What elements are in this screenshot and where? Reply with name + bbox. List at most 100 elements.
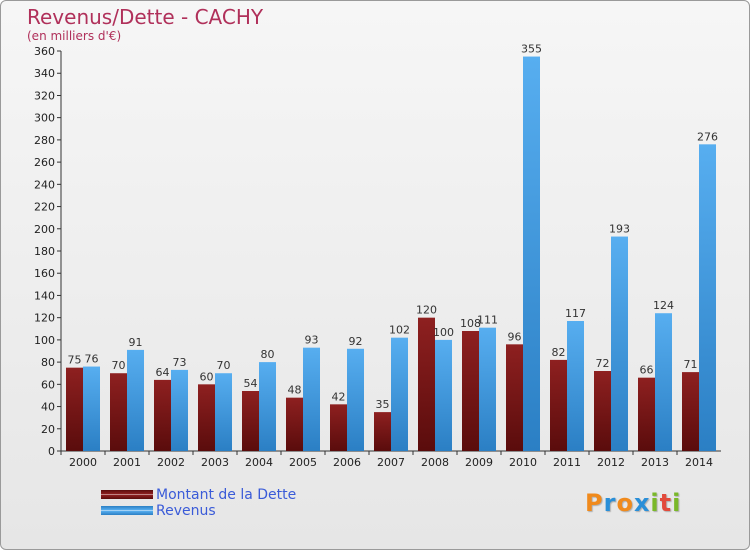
- bar-revenus: [435, 339, 452, 451]
- y-tick-label: 80: [41, 356, 55, 369]
- x-tick-label: 2001: [113, 456, 141, 469]
- bar-dette: [506, 344, 523, 451]
- bar-revenus: [259, 362, 276, 451]
- data-label: 75: [68, 354, 82, 367]
- bar-dette: [374, 412, 391, 451]
- bar-dette: [286, 397, 303, 451]
- data-label: 73: [173, 356, 187, 369]
- data-label: 82: [552, 346, 566, 359]
- bar-revenus: [171, 369, 188, 451]
- x-tick-label: 2005: [289, 456, 317, 469]
- data-label: 108: [460, 317, 481, 330]
- data-label: 48: [288, 384, 302, 397]
- data-label: 71: [684, 358, 698, 371]
- bars: [66, 56, 716, 452]
- x-tick-label: 2012: [597, 456, 625, 469]
- data-label: 54: [244, 377, 258, 390]
- data-label: 111: [477, 314, 498, 327]
- data-label: 66: [640, 364, 654, 377]
- data-label: 120: [416, 304, 437, 317]
- data-label: 42: [332, 390, 346, 403]
- bar-dette: [418, 317, 435, 451]
- x-tick-label: 2013: [641, 456, 669, 469]
- chart-title: Revenus/Dette - CACHY: [27, 5, 264, 29]
- bar-revenus: [479, 327, 496, 451]
- data-label: 76: [85, 353, 99, 366]
- bar-dette: [110, 373, 127, 451]
- bar-dette: [682, 372, 699, 451]
- x-tick-label: 2009: [465, 456, 493, 469]
- x-tick-label: 2008: [421, 456, 449, 469]
- data-label: 64: [156, 366, 170, 379]
- legend-label-revenus: Revenus: [156, 503, 216, 519]
- data-label: 70: [217, 359, 231, 372]
- bar-dette: [638, 377, 655, 451]
- data-label: 92: [349, 335, 363, 348]
- x-tick-label: 2003: [201, 456, 229, 469]
- axes: 0 20 40 60 80 100 120 140 160 180 200 220 240 260 280 3…: [34, 45, 721, 469]
- data-label: 72: [596, 357, 610, 370]
- x-tick-label: 2007: [377, 456, 405, 469]
- bar-revenus: [655, 313, 672, 451]
- data-label: 124: [653, 299, 674, 312]
- bar-dette: [154, 379, 171, 451]
- y-tick-label: 340: [34, 67, 55, 80]
- logo-letter: r: [603, 489, 617, 517]
- value-labels: 75 70 64 60 54 48 42 35 120 108 96 82 72 66 71 76 91 73 70…: [68, 43, 719, 412]
- data-label: 100: [433, 326, 454, 339]
- legend-swatch-dette: [101, 490, 153, 499]
- y-tick-label: 120: [34, 312, 55, 325]
- chart-subtitle: (en milliers d'€): [27, 29, 122, 43]
- y-tick-label: 200: [34, 223, 55, 236]
- y-tick-label: 260: [34, 156, 55, 169]
- bar-revenus: [83, 366, 100, 451]
- bar-dette: [550, 359, 567, 451]
- x-tick-label: 2006: [333, 456, 361, 469]
- bar-dette: [198, 384, 215, 451]
- data-label: 35: [376, 398, 390, 411]
- legend-swatch-revenus: [101, 506, 153, 515]
- bar-revenus: [127, 349, 144, 451]
- bar-revenus: [303, 347, 320, 451]
- y-tick-label: 240: [34, 178, 55, 191]
- y-tick-label: 360: [34, 45, 55, 58]
- bar-revenus: [391, 337, 408, 451]
- data-label: 96: [508, 330, 522, 343]
- y-tick-label: 140: [34, 289, 55, 302]
- y-tick-label: 100: [34, 334, 55, 347]
- data-label: 70: [112, 359, 126, 372]
- x-tick-label: 2002: [157, 456, 185, 469]
- bar-revenus: [523, 56, 540, 452]
- data-label: 276: [697, 130, 718, 143]
- y-tick-label: 60: [41, 378, 55, 391]
- logo-letter: t: [659, 489, 673, 517]
- bar-revenus: [347, 348, 364, 451]
- y-tick-label: 160: [34, 267, 55, 280]
- bar-revenus: [215, 373, 232, 451]
- logo-letter: P: [585, 489, 604, 517]
- x-tick-label: 2004: [245, 456, 273, 469]
- y-tick-label: 220: [34, 201, 55, 214]
- y-tick-label: 180: [34, 245, 55, 258]
- x-tick-label: 2010: [509, 456, 537, 469]
- y-tick-label: 280: [34, 134, 55, 147]
- data-label: 117: [565, 307, 586, 320]
- x-tick-label: 2014: [685, 456, 713, 469]
- bar-revenus: [611, 236, 628, 451]
- data-label: 60: [200, 370, 214, 383]
- data-label: 91: [129, 336, 143, 349]
- bar-dette: [594, 371, 611, 451]
- logo-letter: i: [650, 489, 660, 517]
- bar-dette: [330, 404, 347, 451]
- x-tick-label: 2011: [553, 456, 581, 469]
- data-label: 93: [305, 334, 319, 347]
- logo-letter: o: [616, 489, 634, 517]
- y-tick-label: 40: [41, 401, 55, 414]
- bar-dette: [242, 391, 259, 451]
- logo-letter: x: [633, 489, 651, 517]
- logo-letter: i: [672, 489, 682, 517]
- proxiti-logo: Proxiti: [585, 489, 681, 517]
- bar-dette: [66, 367, 83, 451]
